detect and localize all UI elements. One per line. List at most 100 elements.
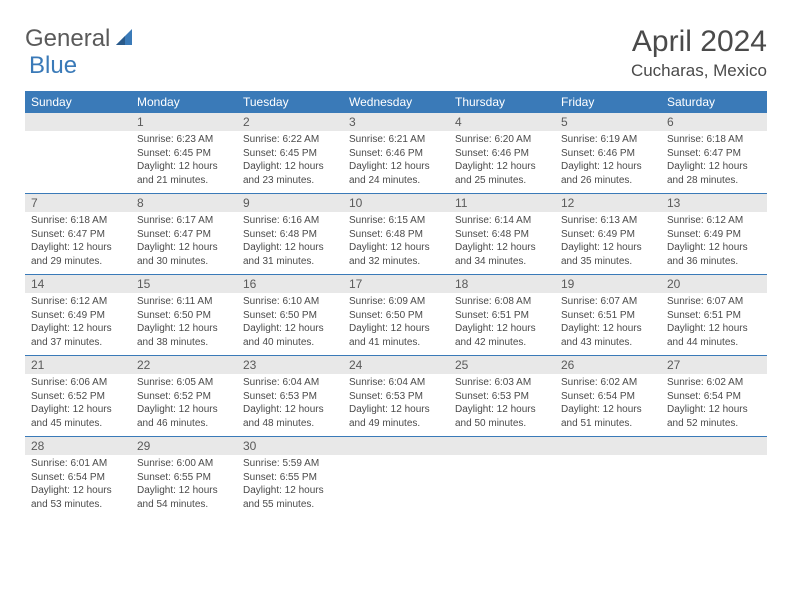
- day-content: Sunrise: 6:19 AMSunset: 6:46 PMDaylight:…: [555, 131, 661, 191]
- day-number: 25: [449, 356, 555, 374]
- weekday-header-sunday: Sunday: [25, 91, 131, 113]
- day-content: Sunrise: 6:23 AMSunset: 6:45 PMDaylight:…: [131, 131, 237, 191]
- day-cell: 5Sunrise: 6:19 AMSunset: 6:46 PMDaylight…: [555, 113, 661, 193]
- empty-day-number: [25, 113, 131, 131]
- day-number: 1: [131, 113, 237, 131]
- day-content: Sunrise: 6:10 AMSunset: 6:50 PMDaylight:…: [237, 293, 343, 353]
- day-number: 12: [555, 194, 661, 212]
- day-number: 3: [343, 113, 449, 131]
- day-cell: 16Sunrise: 6:10 AMSunset: 6:50 PMDayligh…: [237, 275, 343, 355]
- weeks-container: 1Sunrise: 6:23 AMSunset: 6:45 PMDaylight…: [25, 113, 767, 517]
- day-cell: 6Sunrise: 6:18 AMSunset: 6:47 PMDaylight…: [661, 113, 767, 193]
- weekday-header-friday: Friday: [555, 91, 661, 113]
- day-cell: 18Sunrise: 6:08 AMSunset: 6:51 PMDayligh…: [449, 275, 555, 355]
- day-cell: 11Sunrise: 6:14 AMSunset: 6:48 PMDayligh…: [449, 194, 555, 274]
- day-number: 7: [25, 194, 131, 212]
- day-number: 30: [237, 437, 343, 455]
- day-cell: 14Sunrise: 6:12 AMSunset: 6:49 PMDayligh…: [25, 275, 131, 355]
- logo-text-general: General: [25, 25, 110, 53]
- day-content: Sunrise: 6:14 AMSunset: 6:48 PMDaylight:…: [449, 212, 555, 272]
- day-number: 8: [131, 194, 237, 212]
- day-content: Sunrise: 6:12 AMSunset: 6:49 PMDaylight:…: [25, 293, 131, 353]
- day-cell: 25Sunrise: 6:03 AMSunset: 6:53 PMDayligh…: [449, 356, 555, 436]
- day-cell: 29Sunrise: 6:00 AMSunset: 6:55 PMDayligh…: [131, 437, 237, 517]
- day-content: Sunrise: 6:20 AMSunset: 6:46 PMDaylight:…: [449, 131, 555, 191]
- day-cell: [25, 113, 131, 193]
- day-cell: 22Sunrise: 6:05 AMSunset: 6:52 PMDayligh…: [131, 356, 237, 436]
- day-number: 19: [555, 275, 661, 293]
- weekday-header-row: SundayMondayTuesdayWednesdayThursdayFrid…: [25, 91, 767, 113]
- month-title: April 2024: [631, 25, 767, 59]
- day-content: Sunrise: 6:02 AMSunset: 6:54 PMDaylight:…: [661, 374, 767, 434]
- title-block: April 2024 Cucharas, Mexico: [631, 25, 767, 81]
- calendar: SundayMondayTuesdayWednesdayThursdayFrid…: [0, 91, 792, 517]
- day-cell: 4Sunrise: 6:20 AMSunset: 6:46 PMDaylight…: [449, 113, 555, 193]
- weekday-header-saturday: Saturday: [661, 91, 767, 113]
- week-row: 1Sunrise: 6:23 AMSunset: 6:45 PMDaylight…: [25, 113, 767, 193]
- day-number: 15: [131, 275, 237, 293]
- logo-blue-wrap: Blue: [29, 52, 77, 80]
- day-content: Sunrise: 6:09 AMSunset: 6:50 PMDaylight:…: [343, 293, 449, 353]
- day-number: 6: [661, 113, 767, 131]
- day-cell: [449, 437, 555, 517]
- day-content: Sunrise: 6:04 AMSunset: 6:53 PMDaylight:…: [237, 374, 343, 434]
- day-content: Sunrise: 6:11 AMSunset: 6:50 PMDaylight:…: [131, 293, 237, 353]
- day-number: 2: [237, 113, 343, 131]
- day-number: 23: [237, 356, 343, 374]
- day-cell: 17Sunrise: 6:09 AMSunset: 6:50 PMDayligh…: [343, 275, 449, 355]
- day-cell: 30Sunrise: 5:59 AMSunset: 6:55 PMDayligh…: [237, 437, 343, 517]
- day-number: 9: [237, 194, 343, 212]
- day-number: 14: [25, 275, 131, 293]
- day-content: Sunrise: 6:08 AMSunset: 6:51 PMDaylight:…: [449, 293, 555, 353]
- day-number: 26: [555, 356, 661, 374]
- day-content: Sunrise: 6:15 AMSunset: 6:48 PMDaylight:…: [343, 212, 449, 272]
- day-content: Sunrise: 6:06 AMSunset: 6:52 PMDaylight:…: [25, 374, 131, 434]
- weekday-header-monday: Monday: [131, 91, 237, 113]
- day-cell: [661, 437, 767, 517]
- empty-day-number: [661, 437, 767, 455]
- empty-day-number: [449, 437, 555, 455]
- day-number: 4: [449, 113, 555, 131]
- day-content: Sunrise: 5:59 AMSunset: 6:55 PMDaylight:…: [237, 455, 343, 515]
- day-content: Sunrise: 6:05 AMSunset: 6:52 PMDaylight:…: [131, 374, 237, 434]
- day-content: Sunrise: 6:03 AMSunset: 6:53 PMDaylight:…: [449, 374, 555, 434]
- day-number: 20: [661, 275, 767, 293]
- day-cell: 2Sunrise: 6:22 AMSunset: 6:45 PMDaylight…: [237, 113, 343, 193]
- day-cell: 8Sunrise: 6:17 AMSunset: 6:47 PMDaylight…: [131, 194, 237, 274]
- day-content: Sunrise: 6:07 AMSunset: 6:51 PMDaylight:…: [661, 293, 767, 353]
- day-number: 29: [131, 437, 237, 455]
- day-content: Sunrise: 6:17 AMSunset: 6:47 PMDaylight:…: [131, 212, 237, 272]
- day-cell: 24Sunrise: 6:04 AMSunset: 6:53 PMDayligh…: [343, 356, 449, 436]
- day-content: Sunrise: 6:04 AMSunset: 6:53 PMDaylight:…: [343, 374, 449, 434]
- day-cell: [343, 437, 449, 517]
- day-number: 13: [661, 194, 767, 212]
- day-cell: 12Sunrise: 6:13 AMSunset: 6:49 PMDayligh…: [555, 194, 661, 274]
- day-number: 22: [131, 356, 237, 374]
- week-row: 28Sunrise: 6:01 AMSunset: 6:54 PMDayligh…: [25, 436, 767, 517]
- day-cell: 1Sunrise: 6:23 AMSunset: 6:45 PMDaylight…: [131, 113, 237, 193]
- header: General April 2024 Cucharas, Mexico: [0, 0, 792, 91]
- day-content: Sunrise: 6:01 AMSunset: 6:54 PMDaylight:…: [25, 455, 131, 515]
- day-number: 27: [661, 356, 767, 374]
- day-number: 21: [25, 356, 131, 374]
- day-cell: 21Sunrise: 6:06 AMSunset: 6:52 PMDayligh…: [25, 356, 131, 436]
- day-cell: 13Sunrise: 6:12 AMSunset: 6:49 PMDayligh…: [661, 194, 767, 274]
- week-row: 7Sunrise: 6:18 AMSunset: 6:47 PMDaylight…: [25, 193, 767, 274]
- day-cell: 7Sunrise: 6:18 AMSunset: 6:47 PMDaylight…: [25, 194, 131, 274]
- weekday-header-wednesday: Wednesday: [343, 91, 449, 113]
- location: Cucharas, Mexico: [631, 61, 767, 81]
- day-content: Sunrise: 6:21 AMSunset: 6:46 PMDaylight:…: [343, 131, 449, 191]
- day-number: 11: [449, 194, 555, 212]
- weekday-header-tuesday: Tuesday: [237, 91, 343, 113]
- day-content: Sunrise: 6:18 AMSunset: 6:47 PMDaylight:…: [25, 212, 131, 272]
- day-cell: 15Sunrise: 6:11 AMSunset: 6:50 PMDayligh…: [131, 275, 237, 355]
- day-number: 18: [449, 275, 555, 293]
- day-number: 28: [25, 437, 131, 455]
- weekday-header-thursday: Thursday: [449, 91, 555, 113]
- logo-sail-icon: [114, 27, 136, 52]
- day-content: Sunrise: 6:00 AMSunset: 6:55 PMDaylight:…: [131, 455, 237, 515]
- day-content: Sunrise: 6:16 AMSunset: 6:48 PMDaylight:…: [237, 212, 343, 272]
- logo-text-blue: Blue: [29, 52, 77, 79]
- day-content: Sunrise: 6:07 AMSunset: 6:51 PMDaylight:…: [555, 293, 661, 353]
- empty-day-number: [555, 437, 661, 455]
